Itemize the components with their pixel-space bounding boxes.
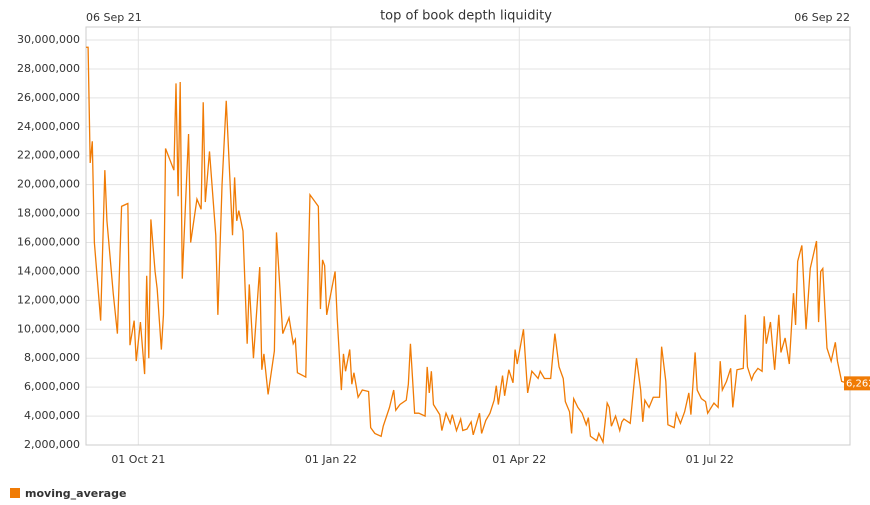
plot-area — [85, 26, 851, 446]
y-tick-label: 24,000,000 — [17, 120, 80, 133]
y-tick-label: 8,000,000 — [24, 351, 80, 364]
y-tick-label: 26,000,000 — [17, 91, 80, 104]
value-label: 6,262,000 — [846, 378, 870, 389]
chart-title: top of book depth liquidity — [380, 9, 552, 24]
data-line — [86, 46, 849, 445]
x-tick-label: 01 Jul 22 — [686, 453, 734, 466]
plot-area — [85, 26, 851, 446]
x-tick-label: 01 Apr 22 — [492, 453, 546, 466]
x-tick-label: 01 Oct 21 — [111, 453, 165, 466]
y-tick-label: 18,000,000 — [17, 207, 80, 220]
y-tick-label: 2,000,000 — [24, 438, 80, 451]
y-tick-label: 12,000,000 — [17, 293, 80, 306]
range-start: 06 Sep 21 — [86, 11, 142, 24]
y-tick-label: 30,000,000 — [17, 33, 80, 46]
value-tag: 6,262,000 — [844, 376, 870, 391]
range-end: 06 Sep 22 — [794, 11, 850, 24]
x-tick-label: 01 Jan 22 — [305, 453, 357, 466]
y-tick-label: 28,000,000 — [17, 62, 80, 75]
y-tick-label: 4,000,000 — [24, 409, 80, 422]
y-tick-label: 6,000,000 — [24, 380, 80, 393]
y-tick-label: 22,000,000 — [17, 149, 80, 162]
y-tick-label: 10,000,000 — [17, 322, 80, 335]
value-tag-box — [844, 376, 870, 391]
legend-swatch[interactable] — [10, 488, 20, 498]
y-tick-label: 16,000,000 — [17, 236, 80, 249]
y-tick-label: 14,000,000 — [17, 264, 80, 277]
y-tick-label: 20,000,000 — [17, 178, 80, 191]
legend-label[interactable]: moving_average — [25, 487, 126, 500]
